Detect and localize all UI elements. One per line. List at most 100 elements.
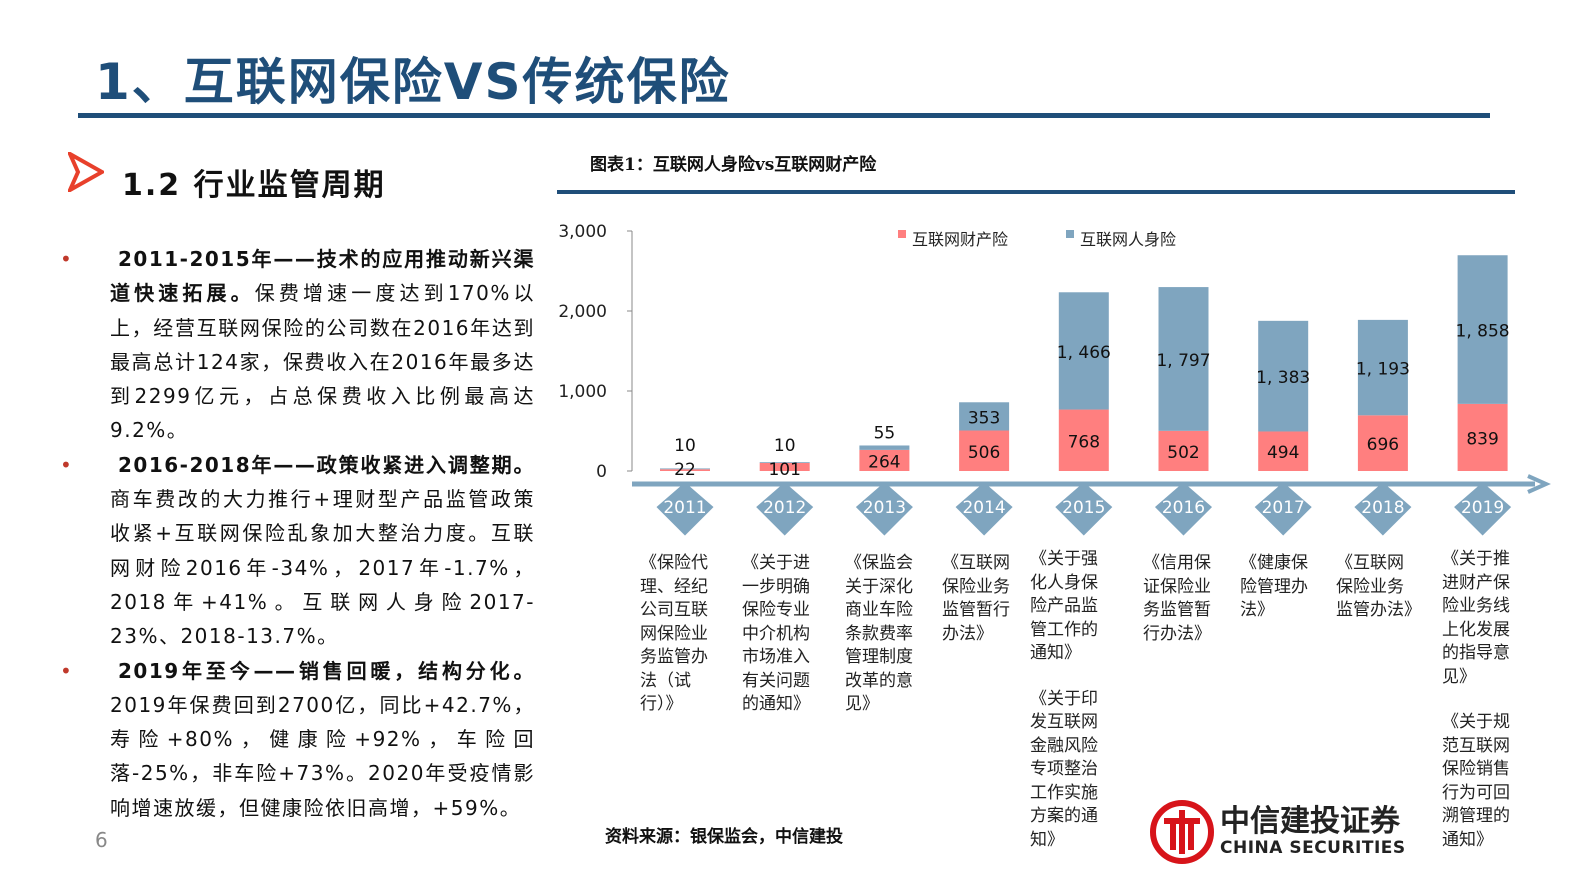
data-label-life: 1, 383 <box>1256 368 1310 388</box>
y-tick-label: 2,000 <box>558 302 607 322</box>
regulation-column: 《保监会关于深化商业车险条款费率管理制度改革的意见》 <box>845 552 929 717</box>
data-label-property: 839 <box>1466 429 1498 449</box>
data-label-property: 502 <box>1167 443 1199 463</box>
year-diamond <box>1451 479 1515 539</box>
regulation-document: 《互联网保险业务监管办法》 <box>1336 553 1421 620</box>
bullet-text: 保费增速一度达到170%以上，经营互联网保险的公司数在2016年达到最高总计12… <box>110 281 535 443</box>
data-label-life: 1, 193 <box>1356 360 1410 380</box>
bullet-item: • 2011-2015年——技术的应用推动新兴渠道快速拓展。保费增速一度达到170… <box>60 242 535 448</box>
regulation-document: 《关于强化人身保险产品监管工作的通知》 <box>1030 549 1098 663</box>
data-label-property: 768 <box>1068 432 1100 452</box>
page-number: 6 <box>95 828 108 852</box>
bar-property <box>1058 409 1109 471</box>
regulation-column: 《信用保证保险业务监管暂行办法》 <box>1143 552 1227 646</box>
title-divider <box>78 113 1490 118</box>
bar-life <box>1357 319 1408 416</box>
legend-label: 互联网人身险 <box>1080 230 1176 249</box>
bullet-heading: 2019年至今——销售回暖，结构分化。 <box>118 658 535 683</box>
regulation-column: 《关于强化人身保险产品监管工作的通知》《关于印发互联网金融风险专项整治工作实施方… <box>1030 548 1114 852</box>
regulation-column: 《互联网保险业务监管暂行办法》 <box>942 552 1026 646</box>
legend-label: 互联网财产险 <box>912 230 1008 249</box>
x-tick-label: 2019 <box>1461 498 1504 518</box>
data-label-property: 22 <box>674 460 696 480</box>
bar-life <box>1058 292 1109 410</box>
regulation-document: 《健康保险管理办法》 <box>1240 553 1308 620</box>
bullet-list: • 2011-2015年——技术的应用推动新兴渠道快速拓展。保费增速一度达到170… <box>60 242 535 825</box>
bullet-text: 2019年保费回到2700亿，同比+42.7%，寿险+80%，健康险+92%，车… <box>110 692 535 820</box>
x-tick-label: 2014 <box>962 498 1005 518</box>
logo-english: CHINA SECURITIES <box>1220 838 1406 858</box>
bar-property <box>759 462 810 471</box>
data-label-property: 494 <box>1267 443 1299 463</box>
year-diamond <box>1251 479 1315 539</box>
data-label-property: 696 <box>1367 435 1399 455</box>
regulation-document: 《保险代理、经纪公司互联网保险业务监管办法（试行）》 <box>640 553 708 714</box>
timeline-arrow-icon <box>1527 474 1551 494</box>
x-tick-label: 2017 <box>1262 498 1305 518</box>
y-tick-label: 3,000 <box>558 222 607 242</box>
data-label-life: 1, 797 <box>1156 351 1210 371</box>
bullet-heading: 2016-2018年——政策收紧进入调整期。 <box>118 452 535 477</box>
section-subtitle: 1.2 行业监管周期 <box>122 168 386 203</box>
bar-property <box>1158 430 1209 471</box>
regulation-document: 《关于印发互联网金融风险专项整治工作实施方案的通知》 <box>1030 688 1098 850</box>
bar-property <box>959 430 1010 471</box>
citic-logo-icon <box>1150 800 1214 864</box>
legend-swatch <box>1066 230 1074 238</box>
data-label-life: 10 <box>674 436 696 456</box>
regulation-column: 《互联网保险业务监管办法》 <box>1336 552 1421 623</box>
regulation-column: 《关于推进财产保险业务线上化发展的指导意见》 《关于规范互联网保险销售行为可回溯管… <box>1442 548 1526 852</box>
year-diamond <box>952 479 1016 539</box>
regulation-document: 《保监会关于深化商业车险条款费率管理制度改革的意见》 <box>845 553 913 714</box>
regulation-column: 《健康保险管理办法》 <box>1240 552 1324 623</box>
x-tick-label: 2011 <box>663 498 706 518</box>
logo-name: 中信建投证券 <box>1220 804 1400 839</box>
year-diamond <box>753 479 817 539</box>
x-tick-label: 2015 <box>1062 498 1105 518</box>
data-label-property: 264 <box>868 452 900 472</box>
bar-property <box>660 469 710 471</box>
bar-life <box>959 402 1010 431</box>
bullet-dot-icon: • <box>60 452 74 477</box>
bullet-item: • 2019年至今——销售回暖，结构分化。 2019年保费回到2700亿，同比+42… <box>60 654 535 825</box>
year-diamond <box>1052 479 1116 539</box>
y-tick-label: 1,000 <box>558 382 607 402</box>
bar-life <box>1457 255 1508 404</box>
x-tick-label: 2018 <box>1361 498 1404 518</box>
bullet-dot-icon: • <box>60 247 74 271</box>
year-diamond <box>1152 479 1215 539</box>
regulation-document: 《关于推进财产保险业务线上化发展的指导意见》 <box>1442 549 1510 687</box>
bar-life <box>1158 287 1209 431</box>
data-label-life: 353 <box>968 408 1000 428</box>
chart-title: 图表1：互联网人身险vs互联网财产险 <box>590 155 877 175</box>
data-label-property: 506 <box>968 443 1000 463</box>
year-diamond <box>852 479 916 539</box>
bullet-dot-icon: • <box>60 658 74 683</box>
x-tick-label: 2012 <box>763 498 806 518</box>
source-note: 资料来源：银保监会，中信建投 <box>605 827 843 847</box>
regulation-document: 《信用保证保险业务监管暂行办法》 <box>1143 553 1211 644</box>
data-label-life: 55 <box>874 423 896 443</box>
company-logo: 中信建投证券 CHINA SECURITIES <box>1150 800 1406 864</box>
regulation-document: 《关于进一步明确保险专业中介机构市场准入有关问题的通知》 <box>742 553 810 714</box>
regulation-document: 《互联网保险业务监管暂行办法》 <box>942 553 1010 644</box>
bar-life <box>759 462 810 463</box>
bullet-heading: 2011-2015年——技术的应用推动新兴渠道快速拓展。 <box>110 247 535 306</box>
legend-swatch <box>898 230 906 238</box>
bar-property <box>859 449 910 471</box>
page-title: 1、互联网保险VS传统保险 <box>95 53 731 111</box>
arrow-bullet-icon <box>68 152 104 192</box>
data-label-life: 1, 858 <box>1456 322 1510 342</box>
bar-life <box>660 468 710 470</box>
bar-property <box>1258 431 1309 471</box>
y-tick-label: 0 <box>596 462 607 482</box>
regulation-column: 《关于进一步明确保险专业中介机构市场准入有关问题的通知》 <box>742 552 826 717</box>
data-label-life: 10 <box>774 436 796 456</box>
bullet-text: 商车费改的大力推行+理财型产品监管政策收紧+互联网保险乱象加大整治力度。互联网财… <box>110 487 535 649</box>
bullet-item: • 2016-2018年——政策收紧进入调整期。商车费改的大力推行+理财型产品监管… <box>60 448 535 654</box>
year-diamond <box>653 479 717 539</box>
data-label-property: 101 <box>768 460 800 480</box>
data-label-life: 1, 466 <box>1057 343 1111 363</box>
x-tick-label: 2013 <box>863 498 906 518</box>
